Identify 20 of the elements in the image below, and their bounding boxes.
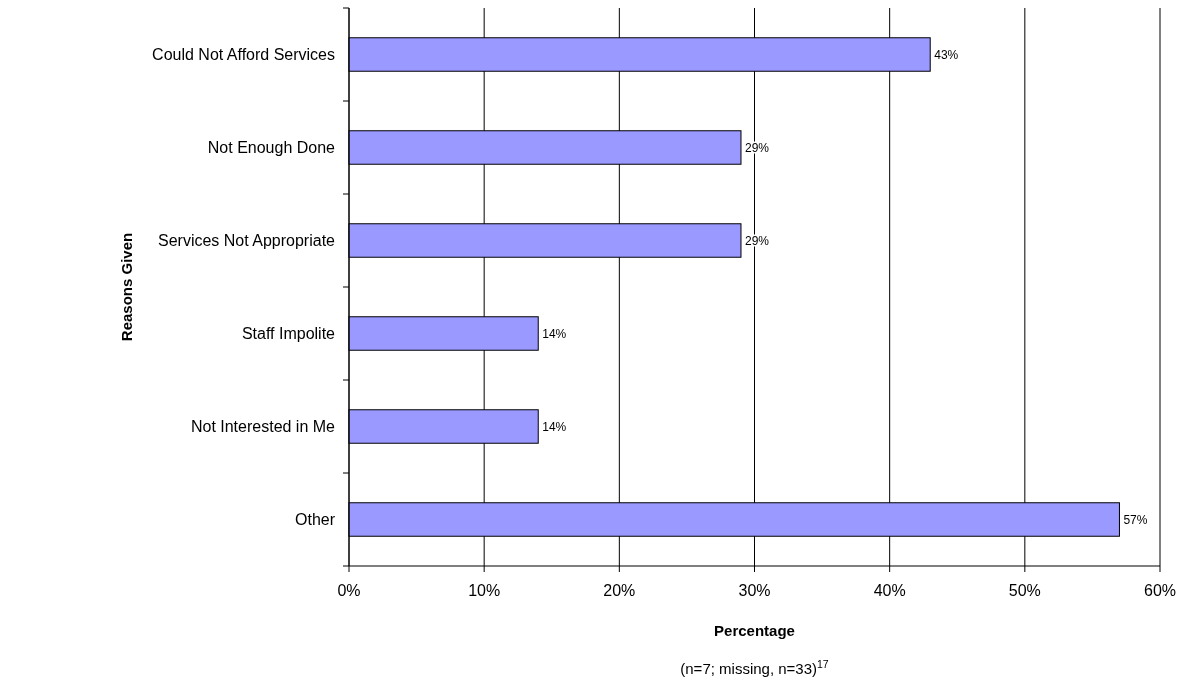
x-tick-label: 0% [337,582,361,599]
data-label: 57% [1123,512,1148,527]
y-tick-label: Could Not Afford Services [152,46,335,64]
y-tick-label: Not Enough Done [207,139,336,157]
data-label: 14% [542,419,567,434]
data-label: 43% [934,47,959,62]
y-tick-label: Services Not Appropriate [158,232,336,250]
text: (n=7; missing, n=33)$^{17}$ [680,658,829,677]
y-tick-label: Staff Impolite [241,325,336,343]
data-label: 14% [542,326,567,341]
x-tick-label: 60% [1143,582,1177,599]
x-axis-title: Percentage [714,622,795,639]
x-tick-label: 20% [603,582,636,599]
x-tick-label: 50% [1008,582,1041,599]
y-tick-label: Not Interested in Me [190,418,336,436]
y-tick-label: Other [294,511,336,529]
x-tick-label: 30% [738,582,771,599]
x-tick-label: 10% [468,582,501,599]
x-tick-label: 40% [873,582,906,599]
y-axis-title: Reasons Given [118,232,135,342]
